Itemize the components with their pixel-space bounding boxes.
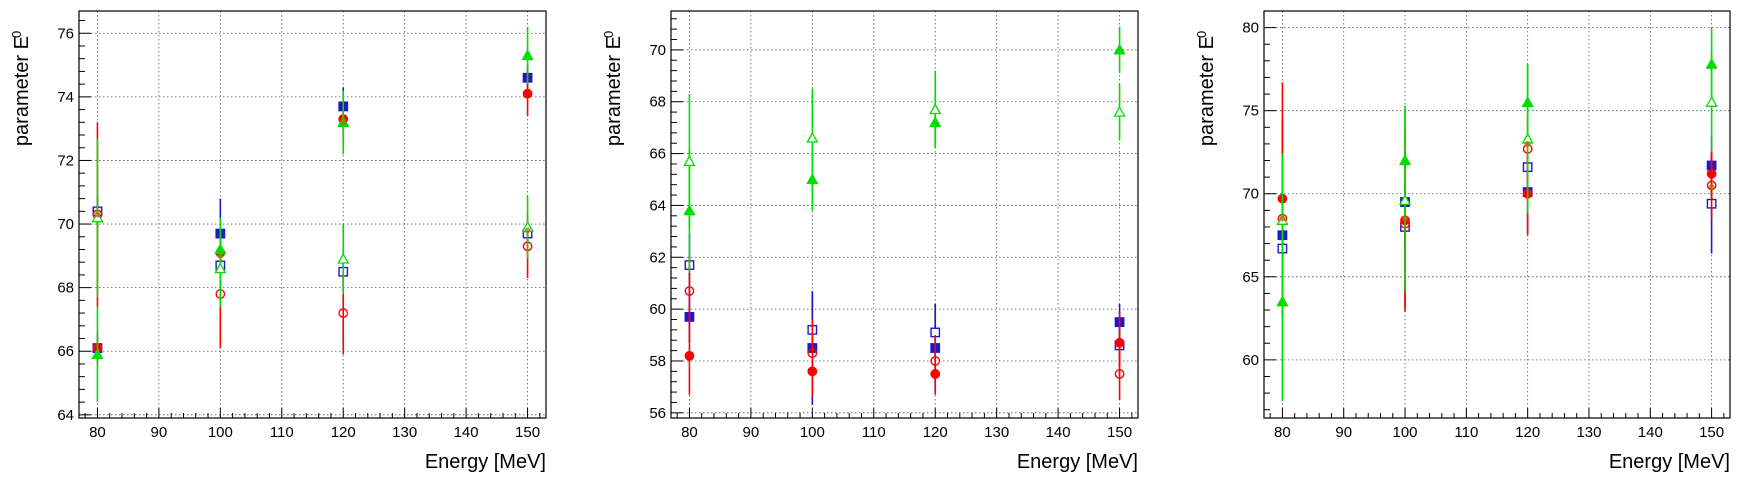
y-tick-label: 60 xyxy=(649,301,666,318)
x-tick-label: 90 xyxy=(1335,424,1352,441)
data-point xyxy=(522,88,533,99)
y-tick-label: 70 xyxy=(57,216,74,233)
x-axis-title: Energy [MeV] xyxy=(425,451,546,473)
data-point xyxy=(1113,105,1126,117)
data-point xyxy=(338,308,349,318)
y-tick-label: 60 xyxy=(1242,352,1259,369)
chart-3: 80 90 100 110 120 130 140 150 60 65 70 75 80 Energy [… xyxy=(1194,10,1731,473)
series-5 xyxy=(91,26,534,403)
series-5 xyxy=(1276,27,1718,402)
series-6 xyxy=(683,70,1126,229)
data-point xyxy=(524,227,531,234)
data-point xyxy=(1524,140,1531,147)
x-tick-label: 100 xyxy=(208,424,233,441)
x-tick-label: 150 xyxy=(1107,424,1132,441)
series-7 xyxy=(1279,140,1715,222)
data-point xyxy=(94,211,101,218)
y-axis-title-subscript: 0 xyxy=(1194,31,1209,38)
y-tick-label: 76 xyxy=(57,25,74,42)
chart-1: 80 90 100 110 120 130 140 150 64 66 68 70 72 74 76 Ener… xyxy=(9,10,547,473)
y-tick-label: 74 xyxy=(57,89,74,106)
data-point xyxy=(1113,43,1126,55)
chart-2: 80 90 100 110 120 130 140 150 56 58 60 62 64 66 68 70 En… xyxy=(601,10,1139,473)
x-tick-label: 110 xyxy=(862,424,886,441)
x-tick-label: 110 xyxy=(270,424,294,441)
series-7 xyxy=(94,119,531,259)
data-point xyxy=(91,348,104,360)
y-tick-label: 75 xyxy=(1242,103,1259,120)
y-axis-title-subscript: 0 xyxy=(9,31,24,38)
y-axis-title: parameter E xyxy=(603,36,625,146)
data-point xyxy=(1708,184,1715,191)
x-tick-label: 80 xyxy=(1274,424,1291,441)
y-tick-label: 64 xyxy=(57,407,74,424)
data-point xyxy=(807,348,818,359)
data-point xyxy=(1705,96,1718,108)
data-point xyxy=(521,49,534,61)
y-tick-label: 65 xyxy=(1242,269,1259,286)
x-tick-label: 100 xyxy=(1393,424,1418,441)
y-tick-label: 58 xyxy=(649,353,666,370)
x-tick-label: 90 xyxy=(743,424,760,441)
x-tick-label: 100 xyxy=(800,424,825,441)
data-point xyxy=(683,155,696,167)
y-tick-label: 62 xyxy=(649,249,666,266)
data-point xyxy=(1398,194,1412,206)
data-point xyxy=(684,286,695,296)
x-tick-label: 140 xyxy=(1638,424,1663,441)
y-tick-label: 72 xyxy=(57,152,74,169)
x-tick-label: 110 xyxy=(1454,424,1478,441)
data-point xyxy=(214,262,227,274)
data-point xyxy=(1276,295,1289,307)
x-axis-title: Energy [MeV] xyxy=(1609,451,1730,473)
y-tick-label: 64 xyxy=(649,197,666,214)
x-tick-label: 120 xyxy=(923,424,948,441)
data-point xyxy=(929,103,942,115)
y-tick-label: 80 xyxy=(1242,20,1259,37)
x-axis-title: Energy [MeV] xyxy=(1017,451,1138,473)
plot-frame xyxy=(78,10,547,419)
y-tick-label: 68 xyxy=(57,280,74,297)
data-point xyxy=(1402,215,1409,222)
x-tick-label: 90 xyxy=(151,424,168,441)
y-axis-title: parameter E xyxy=(11,36,33,146)
x-tick-label: 80 xyxy=(681,424,698,441)
plot-frame xyxy=(1263,10,1731,419)
data-point xyxy=(930,356,941,366)
data-point xyxy=(806,131,819,143)
y-tick-label: 56 xyxy=(649,405,666,422)
data-point xyxy=(340,119,347,126)
data-point xyxy=(1114,337,1125,348)
series-6 xyxy=(1276,52,1718,292)
y-tick-label: 66 xyxy=(649,146,666,163)
y-tick-label: 68 xyxy=(649,94,666,111)
x-tick-label: 130 xyxy=(392,424,417,441)
data-point xyxy=(1114,369,1125,379)
y-tick-label: 70 xyxy=(649,42,666,59)
x-tick-label: 130 xyxy=(984,424,1009,441)
x-tick-label: 150 xyxy=(1699,424,1724,441)
y-axis-title-subscript: 0 xyxy=(601,31,616,38)
data-point xyxy=(684,350,695,361)
x-tick-label: 140 xyxy=(1046,424,1071,441)
x-tick-label: 130 xyxy=(1576,424,1601,441)
series-5 xyxy=(683,26,1126,273)
x-tick-label: 80 xyxy=(89,424,106,441)
data-point xyxy=(1279,215,1286,222)
plot-frame xyxy=(670,10,1139,419)
x-tick-label: 140 xyxy=(454,424,479,441)
series-6 xyxy=(91,138,534,307)
data-point xyxy=(337,252,350,264)
series-4 xyxy=(684,257,1125,400)
data-point xyxy=(217,252,224,259)
x-tick-label: 120 xyxy=(1515,424,1540,441)
x-tick-label: 120 xyxy=(331,424,356,441)
y-tick-label: 66 xyxy=(57,343,74,360)
y-tick-label: 70 xyxy=(1242,186,1259,203)
x-tick-label: 150 xyxy=(515,424,540,441)
y-axis-title: parameter E xyxy=(1196,36,1218,146)
